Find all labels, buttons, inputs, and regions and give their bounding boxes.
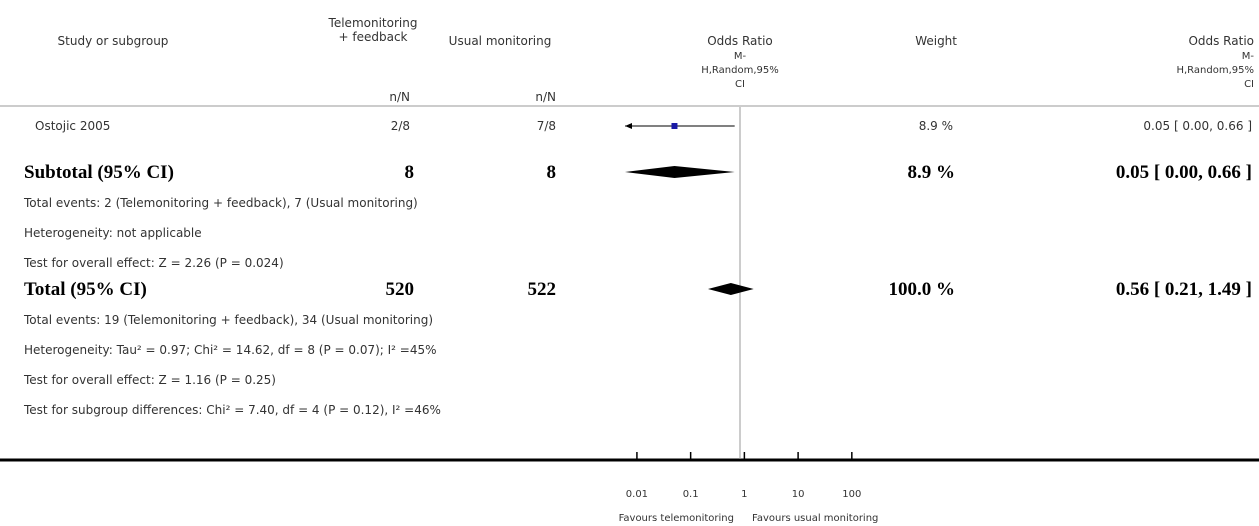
axis-label-left: Favours telemonitoring	[619, 513, 734, 524]
note: Heterogeneity: Tau² = 0.97; Chi² = 14.62…	[24, 343, 437, 357]
group1-value: 8	[405, 162, 415, 183]
note: Total events: 2 (Telemonitoring + feedba…	[23, 196, 418, 210]
axis-label-right: Favours usual monitoring	[752, 513, 878, 524]
effect-value: 0.05 [ 0.00, 0.66 ]	[1116, 162, 1252, 183]
group2-value: 522	[528, 279, 557, 300]
x-tick-label: 100	[842, 489, 861, 500]
pooled-diamond	[707, 283, 754, 295]
column-header: Usual monitoring	[449, 34, 552, 48]
weight-value: 8.9 %	[908, 162, 956, 183]
group1-value: 520	[386, 279, 415, 300]
note: Test for overall effect: Z = 1.16 (P = 0…	[23, 373, 276, 387]
column-header: Weight	[915, 34, 957, 48]
note: Heterogeneity: not applicable	[24, 226, 202, 240]
x-tick-label: 1	[741, 489, 747, 500]
column-header: Study or subgroup	[58, 34, 169, 48]
row-label: Total (95% CI)	[24, 279, 147, 300]
x-tick-label: 0.1	[683, 489, 699, 500]
column-header: + feedback	[339, 30, 408, 44]
study-marker	[671, 123, 678, 129]
x-tick-label: 10	[792, 489, 805, 500]
column-header: CI	[735, 79, 745, 90]
note: Test for subgroup differences: Chi² = 7.…	[23, 403, 441, 417]
row-label: Subtotal (95% CI)	[24, 162, 174, 183]
group1-value: 2/8	[391, 119, 410, 133]
column-header: CI	[1244, 79, 1254, 90]
column-header: M-	[734, 51, 747, 62]
column-header: Odds Ratio	[707, 34, 773, 48]
group2-value: 8	[547, 162, 557, 183]
column-header: H,Random,95%	[701, 65, 779, 76]
effect-value: 0.56 [ 0.21, 1.49 ]	[1116, 279, 1252, 300]
x-tick-label: 0.01	[626, 489, 648, 500]
group2-value: 7/8	[537, 119, 556, 133]
weight-value: 100.0 %	[889, 279, 956, 300]
column-header: Telemonitoring	[328, 16, 418, 30]
column-header: H,Random,95%	[1176, 65, 1254, 76]
column-subheader: n/N	[535, 90, 556, 104]
pooled-diamond	[625, 166, 735, 178]
row-label: Ostojic 2005	[35, 119, 110, 133]
weight-value: 8.9 %	[919, 119, 953, 133]
column-header: M-	[1242, 51, 1255, 62]
note: Test for overall effect: Z = 2.26 (P = 0…	[23, 256, 284, 270]
column-subheader: n/N	[389, 90, 410, 104]
effect-value: 0.05 [ 0.00, 0.66 ]	[1143, 119, 1252, 133]
ci-arrow	[625, 123, 632, 129]
note: Total events: 19 (Telemonitoring + feedb…	[23, 313, 433, 327]
column-header: Odds Ratio	[1188, 34, 1254, 48]
